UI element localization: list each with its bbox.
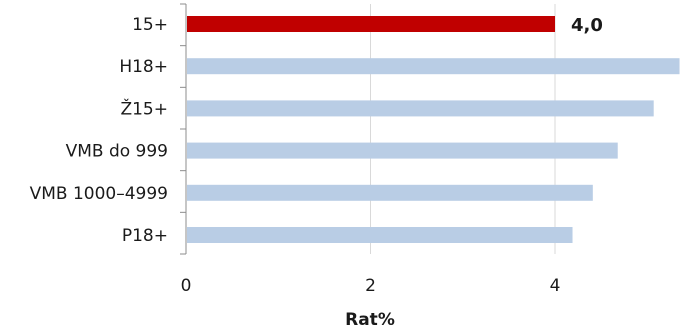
- x-tick-label: 4: [550, 276, 561, 296]
- category-labels: 15+ H18+ Ž15+ VMB do 999 VMB 1000–4999 P18+: [30, 15, 168, 246]
- category-label: H18+: [119, 57, 168, 77]
- bar-3: [187, 100, 654, 117]
- x-tick-labels: 0 2 4: [181, 276, 561, 296]
- bar-1: [187, 16, 555, 32]
- x-axis-title: Rat%: [345, 310, 395, 330]
- category-label: VMB do 999: [66, 142, 168, 162]
- category-label: Ž15+: [120, 97, 168, 119]
- bars: [187, 16, 680, 243]
- category-label: P18+: [122, 226, 168, 246]
- gridlines: [180, 3, 556, 255]
- category-label: VMB 1000–4999: [30, 184, 168, 204]
- x-tick-label: 2: [365, 276, 376, 296]
- category-label: 15+: [132, 15, 168, 35]
- bar-5: [187, 184, 593, 201]
- bar-6: [187, 227, 573, 243]
- bar-2: [187, 58, 680, 75]
- bar-4: [187, 142, 618, 159]
- x-tick-label: 0: [181, 276, 192, 296]
- data-labels: 4,0: [571, 15, 603, 36]
- data-label: 4,0: [571, 15, 603, 36]
